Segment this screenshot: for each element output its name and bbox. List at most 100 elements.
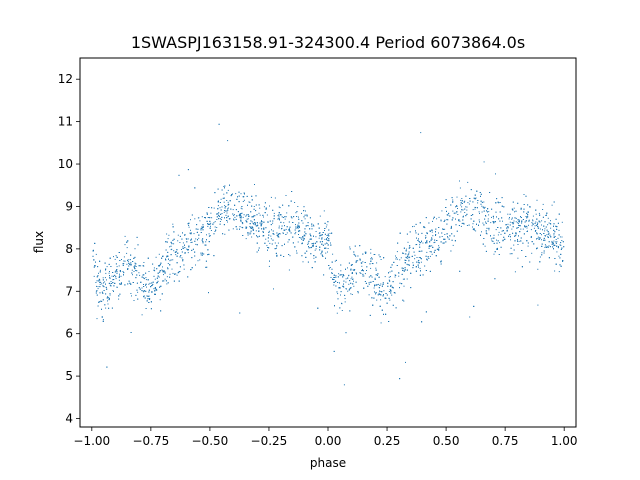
data-point: [531, 225, 533, 227]
data-point: [290, 200, 292, 202]
data-point: [136, 274, 138, 276]
data-point: [103, 282, 104, 284]
data-point: [488, 211, 490, 213]
data-point: [266, 245, 268, 247]
data-point: [159, 299, 161, 301]
chart-title: 1SWASPJ163158.91-324300.4 Period 6073864…: [131, 33, 525, 52]
data-point: [370, 258, 372, 260]
data-point: [240, 219, 242, 221]
data-point: [542, 216, 544, 218]
data-point: [389, 271, 391, 273]
data-point: [303, 210, 305, 212]
data-point: [272, 209, 274, 211]
data-point: [167, 255, 169, 257]
data-point: [283, 229, 285, 231]
data-point: [239, 215, 241, 217]
data-point: [110, 266, 112, 267]
data-point: [238, 214, 240, 216]
data-point: [323, 274, 325, 276]
data-point: [475, 230, 477, 232]
data-point: [327, 233, 329, 235]
data-point: [251, 228, 253, 229]
data-point: [288, 228, 290, 230]
data-point: [166, 276, 168, 278]
data-point: [154, 293, 156, 295]
data-point: [242, 201, 244, 202]
data-point: [165, 249, 167, 251]
data-point: [184, 252, 186, 254]
data-point: [425, 242, 426, 244]
data-point: [289, 230, 291, 232]
data-point: [348, 289, 350, 291]
data-point: [523, 194, 525, 195]
data-point: [487, 220, 489, 222]
data-point: [261, 228, 263, 230]
data-point: [470, 189, 472, 191]
data-point: [460, 225, 462, 227]
data-point: [206, 239, 207, 241]
data-point: [297, 227, 298, 229]
data-point: [496, 248, 498, 250]
data-point: [118, 298, 120, 300]
data-point: [159, 270, 161, 272]
data-point: [248, 201, 250, 203]
data-point: [343, 283, 344, 285]
data-point: [440, 261, 442, 263]
data-point: [555, 218, 557, 220]
data-point: [551, 243, 553, 245]
data-point: [553, 242, 554, 244]
data-point: [324, 230, 325, 231]
data-point: [218, 215, 220, 217]
data-point: [408, 259, 410, 261]
data-point: [190, 219, 191, 221]
data-point: [245, 220, 247, 222]
data-point: [472, 223, 474, 225]
data-point: [205, 244, 207, 246]
data-point: [518, 235, 519, 237]
data-point: [482, 222, 484, 224]
data-point: [201, 254, 203, 256]
data-point: [129, 259, 131, 261]
data-point: [526, 231, 528, 232]
data-point: [210, 230, 212, 231]
data-point: [123, 260, 125, 262]
data-point: [132, 261, 134, 262]
data-point: [509, 236, 511, 238]
data-point: [235, 209, 237, 211]
data-point: [404, 267, 406, 269]
data-point: [209, 235, 211, 237]
data-point: [290, 216, 292, 218]
data-point: [188, 222, 190, 224]
data-point: [208, 235, 210, 237]
data-point: [147, 257, 149, 259]
data-point: [408, 253, 410, 255]
data-point: [270, 235, 272, 237]
data-point: [247, 232, 249, 234]
data-point: [431, 237, 433, 239]
data-point: [210, 222, 212, 224]
data-point: [205, 241, 207, 243]
data-point: [167, 251, 169, 253]
data-point: [321, 254, 323, 256]
data-point: [115, 255, 117, 257]
data-point: [255, 210, 257, 212]
data-point: [541, 245, 543, 247]
data-point: [100, 281, 102, 283]
data-point: [116, 286, 118, 288]
data-point: [479, 192, 481, 193]
data-point: [379, 285, 381, 286]
data-point: [417, 261, 419, 263]
data-point: [355, 281, 357, 283]
data-point: [321, 251, 323, 253]
data-point: [373, 297, 375, 299]
data-point: [98, 278, 100, 280]
data-point: [527, 211, 529, 213]
data-point: [330, 242, 331, 244]
data-point: [321, 250, 323, 252]
data-point: [541, 239, 542, 241]
data-point: [161, 269, 163, 271]
x-tick-label: −0.50: [192, 434, 229, 448]
data-point: [537, 226, 539, 228]
data-point: [535, 221, 537, 223]
data-point: [386, 302, 388, 304]
